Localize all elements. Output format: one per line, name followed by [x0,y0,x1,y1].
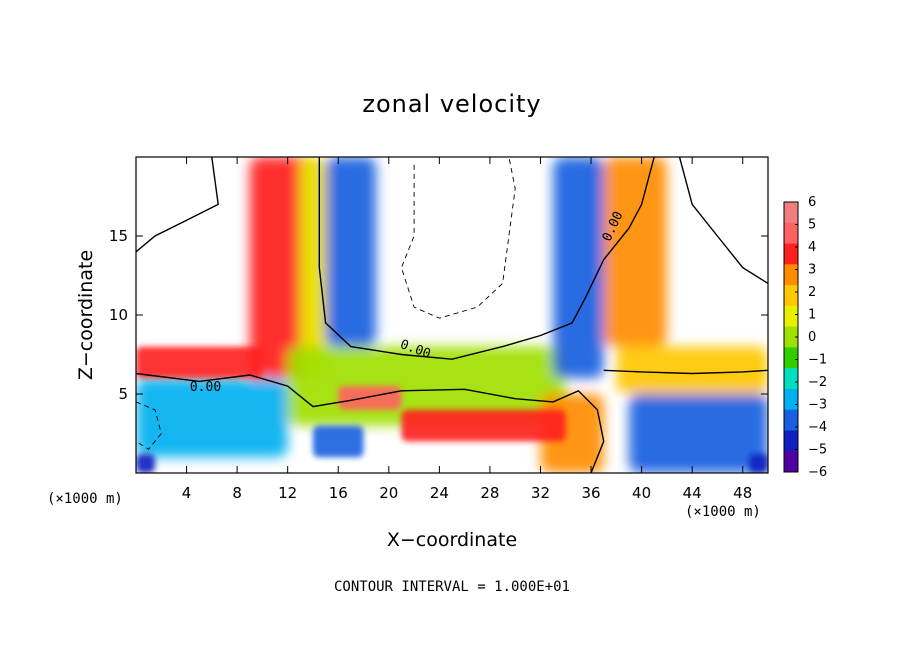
field-region-7 [616,346,768,394]
colorbar-label: 0 [808,330,816,345]
colorbar-label: 5 [808,218,816,233]
colorbar-label: −6 [808,465,827,480]
colorbar-swatch [784,222,798,245]
colorbar-label: 1 [808,308,816,323]
colorbar-swatch [784,202,798,224]
field-region-5 [553,157,604,379]
field-region-8 [628,394,768,473]
x-tick-label: 28 [480,484,499,502]
contour-dashed-left [136,401,162,450]
contour-zero-upper [318,157,655,360]
x-tick-label: 36 [581,484,600,502]
field-detail-1 [401,409,566,442]
x-tick-label: 32 [531,484,550,502]
contour-zero-lower [136,372,605,473]
field-region-2 [325,157,377,347]
x-axis-ticks: 4 8 12 16 20 24 28 32 36 40 44 48 [182,157,752,502]
x-axis-label: X−coordinate [387,529,517,551]
contour-thin-right [678,157,768,284]
colorbar-swatch [784,264,798,286]
colorbar-swatch [784,285,798,307]
x-tick-label: 4 [182,484,192,502]
colorbar-swatch [784,305,798,328]
colorbar: 6 5 4 3 2 1 0 −1 −2 −3 −4 −5 −6 [783,195,827,480]
colorbar-swatch [784,243,798,265]
x-tick-label: 8 [232,484,242,502]
colorbar-label: 4 [808,240,816,255]
x-unit-label: (×1000 m) [685,504,761,520]
colorbar-label: 3 [808,263,816,278]
x-tick-label: 20 [379,484,398,502]
y-tick-label: 15 [109,227,128,245]
colorbar-label: −4 [808,420,827,435]
y-unit-label: (×1000 m) [47,491,123,507]
contour-zero-right [603,369,768,375]
x-tick-label: 40 [632,484,651,502]
colorbar-swatch [784,388,798,411]
y-axis-ticks: 5 10 15 [109,227,768,403]
contour-dashed-center [400,157,516,319]
y-tick-label: 5 [118,385,128,403]
field-region-6 [603,157,667,347]
colorbar-swatch [784,430,798,452]
y-axis-label: Z−coordinate [75,250,97,380]
x-tick-label: 16 [329,484,348,502]
contour-interval-note: CONTOUR INTERVAL = 1.000E+01 [334,579,570,595]
contour-label-0: 0.00 [190,380,221,395]
contour-thin-left [136,157,219,253]
x-tick-label: 24 [430,484,449,502]
x-tick-label: 48 [733,484,752,502]
colorbar-label: 2 [808,285,816,300]
field-region-3 [136,378,288,458]
colorbar-label: −3 [808,398,827,413]
y-tick-label: 10 [109,306,128,324]
field-detail-5 [312,425,364,458]
colorbar-swatch [784,451,798,473]
chart-title: zonal velocity [362,90,541,118]
field-detail-4 [136,346,263,379]
velocity-field [136,157,768,473]
colorbar-swatch [784,409,798,431]
colorbar-swatch [784,347,798,369]
x-tick-label: 44 [683,484,702,502]
field-detail-3 [749,454,768,473]
x-tick-label: 12 [278,484,297,502]
colorbar-label: 6 [808,195,816,210]
colorbar-swatch [784,368,798,390]
field-detail-0 [338,386,402,410]
field-region-1 [300,157,326,379]
colorbar-label: −5 [808,443,827,458]
colorbar-label: −2 [808,375,827,390]
field-detail-2 [136,454,155,473]
colorbar-swatch [784,326,798,348]
colorbar-label: −1 [808,353,827,368]
